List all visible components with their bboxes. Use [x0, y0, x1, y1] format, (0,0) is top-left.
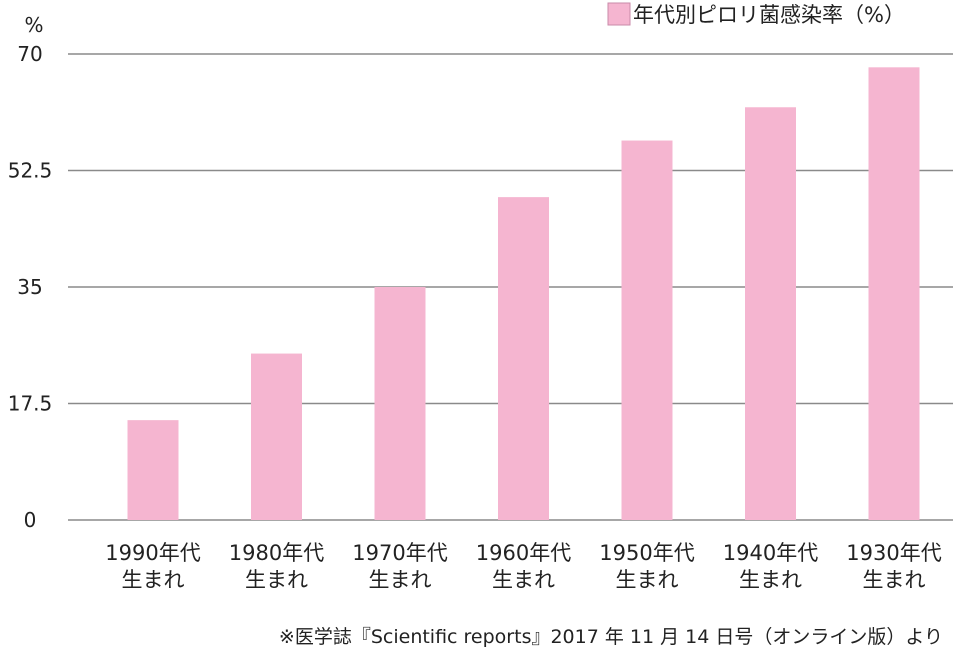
legend-swatch [607, 2, 631, 26]
bar [745, 107, 796, 520]
bar [374, 287, 426, 520]
bar [251, 353, 302, 520]
bars [127, 67, 920, 521]
y-tick-label: 70 [17, 42, 42, 66]
bar [621, 140, 673, 521]
bar [868, 67, 920, 521]
y-tick-label: 17.5 [8, 392, 53, 416]
y-tick-label: 52.5 [8, 159, 53, 183]
x-axis-categories: 1990年代生まれ 1980年代生まれ 1970年代生まれ 1960年代生まれ 1950… [105, 541, 941, 592]
x-category-label: 1950年代生まれ [599, 541, 694, 592]
x-category-label: 1960年代生まれ [476, 541, 571, 592]
x-category-label: 1940年代生まれ [723, 541, 818, 592]
y-axis-unit: % [24, 13, 43, 37]
legend-label: 年代別ピロリ菌感染率（%） [633, 3, 905, 27]
x-category-label: 1980年代生まれ [229, 541, 324, 592]
x-category-label: 1990年代生まれ [105, 541, 200, 592]
y-tick-label: 0 [24, 508, 37, 532]
y-axis-ticks: 0 17.5 35 52.5 70 [8, 42, 53, 532]
bar [498, 197, 549, 520]
x-category-label: 1970年代生まれ [352, 541, 447, 592]
y-tick-label: 35 [17, 275, 42, 299]
x-category-label: 1930年代生まれ [846, 541, 941, 592]
bar [127, 420, 179, 520]
source-note: ※医学誌『Scientific reports』2017 年 11 月 14 日… [278, 626, 943, 648]
legend: 年代別ピロリ菌感染率（%） [607, 2, 905, 27]
